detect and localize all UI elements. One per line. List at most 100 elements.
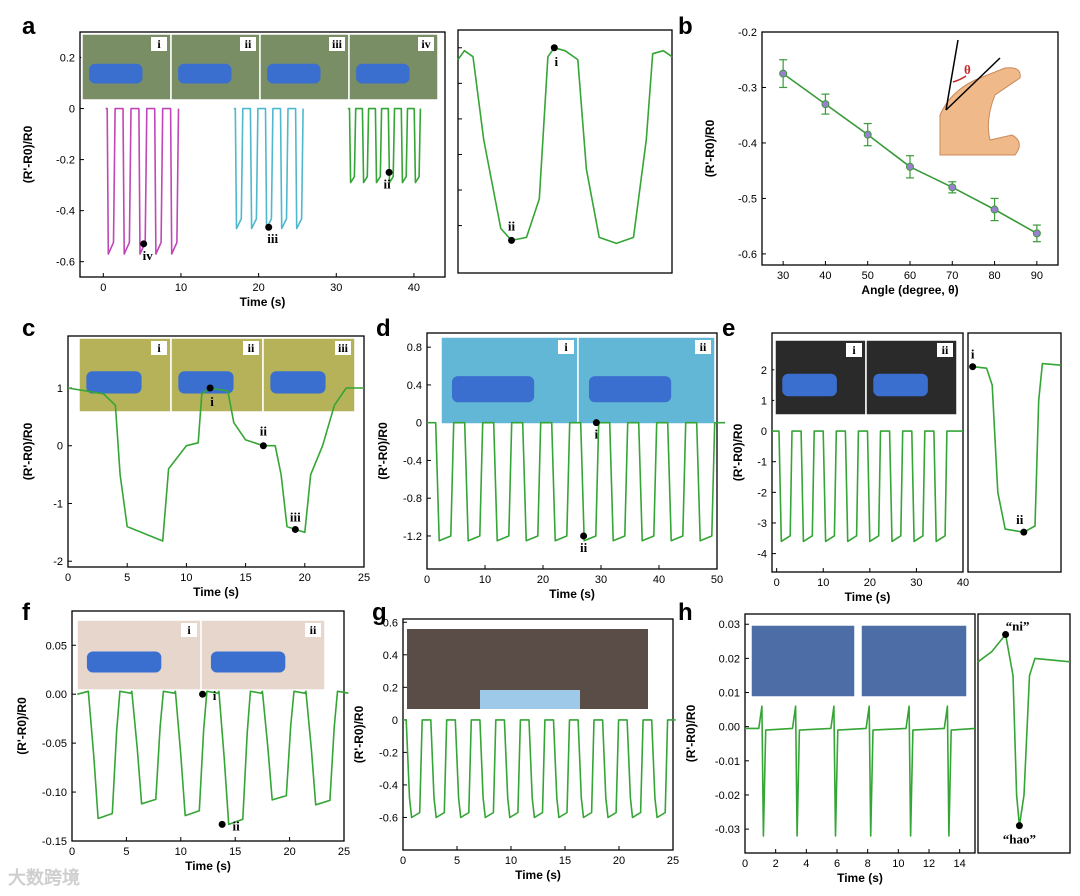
photo-subject-f-i (86, 651, 162, 673)
y-tick-label-f-4: -0.15 (42, 836, 67, 848)
panel-d: 0 10 20 30 40 50 0.8 0.4 0 -0.4 -0.8 -1.2 Time (s) (R… (376, 332, 726, 601)
x-axis-label-b: Angle (degree, θ) (861, 283, 958, 297)
marker-a-iii (265, 223, 273, 231)
axes-frame-h (744, 613, 976, 854)
y-axis-label-h: (R'-R0)/R0 (684, 704, 698, 762)
y-tick-label-h-2: 0.01 (719, 688, 740, 700)
y-tick-label-b-3: -0.5 (738, 193, 757, 205)
x-tick-label-b-5: 80 (988, 270, 1000, 282)
x-tick-label-f-1: 5 (123, 846, 129, 858)
x-tick-label-h-7: 14 (954, 858, 966, 870)
point-b-4 (948, 183, 957, 192)
y-tick-label-f-3: -0.10 (42, 787, 67, 799)
series-d (427, 421, 726, 542)
panel-letter-f: f (22, 599, 31, 626)
y-tick-label-g-1: 0.4 (383, 650, 398, 662)
photo-tag-box-c-iii (335, 341, 351, 355)
x-tick-label-g-3: 15 (559, 855, 571, 867)
annotation-e2-ii: ii (1016, 512, 1024, 527)
marker-c-iii (291, 525, 299, 533)
y-tick-label-c-1: 0 (57, 441, 63, 453)
series-h (745, 705, 976, 837)
series-c (67, 387, 364, 542)
y-tick-label-a-3: -0.4 (56, 206, 75, 218)
marker-a2-i (550, 44, 558, 52)
photo-tag-box-d-ii (695, 340, 711, 354)
series-e2 (972, 362, 1062, 533)
photo-tag-a-iv: iv (421, 37, 430, 51)
photo-tag-e-i: i (852, 343, 856, 357)
y-tick-label-g-0: 0.6 (383, 617, 398, 629)
x-tick-label-e-2: 20 (864, 577, 876, 589)
photo-subject-c-ii (178, 371, 234, 394)
panel-letter-c: c (22, 315, 35, 342)
photo-tag-box-d-i (558, 340, 574, 354)
annotation-f-i: i (213, 688, 217, 703)
x-axis-label-g: Time (s) (515, 868, 561, 882)
annotation-c-i: i (210, 394, 214, 409)
axes-frame-h2 (977, 613, 1071, 854)
y-tick-label-e-1: 1 (761, 395, 767, 407)
y-tick-label-h-5: -0.02 (715, 790, 740, 802)
panel-f: 0 5 10 15 20 25 0.05 0.00 -0.05 -0.10 -0.15 Time (s… (15, 610, 350, 873)
x-tick-label-d-4: 40 (653, 574, 665, 586)
panel-letter-h: h (678, 599, 693, 626)
x-tick-label-g-2: 10 (505, 855, 517, 867)
photo-tag-e-ii: ii (942, 343, 949, 357)
y-tick-label-g-2: 0.2 (383, 682, 398, 694)
x-tick-label-c-2: 10 (180, 572, 192, 584)
y-tick-label-e-6: -4 (757, 549, 767, 561)
series-h2 (977, 633, 1071, 827)
panel-g: 0 5 10 15 20 25 0.6 0.4 0.2 0 -0.2 -0.4 -0.6 Time (s)… (352, 617, 679, 882)
finger-inset (939, 67, 1021, 156)
y-tick-label-e-3: -1 (757, 457, 767, 469)
photo-tag-box-a-iii (329, 37, 345, 51)
photo-tag-a-ii: ii (245, 37, 252, 51)
x-tick-label-b-2: 50 (862, 270, 874, 282)
point-b-5 (990, 205, 999, 214)
marker-h2-“ni” (1002, 630, 1010, 638)
photo-tag-box-e-ii (937, 343, 953, 357)
photo-tag-f-i: i (187, 623, 191, 637)
x-tick-label-b-0: 30 (777, 270, 789, 282)
x-tick-label-b-3: 60 (904, 270, 916, 282)
x-tick-label-c-4: 20 (299, 572, 311, 584)
annotation-a2-i: i (554, 54, 558, 69)
x-tick-label-b-4: 70 (946, 270, 958, 282)
point-b-2 (863, 130, 872, 139)
y-tick-label-g-3: 0 (392, 715, 398, 727)
photo-tag-c-ii: ii (248, 341, 255, 355)
y-axis-label-g: (R'-R0)/R0 (352, 705, 366, 763)
x-tick-label-b-6: 90 (1031, 270, 1043, 282)
x-tick-label-c-0: 0 (65, 572, 71, 584)
point-b-1 (821, 100, 830, 109)
photo-subject-a-iv (356, 63, 410, 84)
photo-tag-box-f-ii (305, 623, 321, 637)
y-tick-label-b-0: -0.2 (738, 27, 757, 39)
panel-letter-g: g (372, 599, 387, 626)
x-tick-label-c-3: 15 (239, 572, 251, 584)
y-tick-label-g-6: -0.6 (379, 812, 398, 824)
panel-a2: iii (457, 29, 673, 274)
y-tick-label-h-4: -0.01 (715, 756, 740, 768)
axes-frame-e2 (967, 332, 1062, 573)
y-tick-label-c-2: -1 (53, 498, 63, 510)
x-tick-label-f-2: 10 (175, 846, 187, 858)
y-tick-label-e-2: 0 (761, 426, 767, 438)
y-tick-label-d-2: 0 (416, 418, 422, 430)
x-tick-label-b-1: 40 (819, 270, 831, 282)
y-tick-label-a-0: 0.2 (60, 53, 75, 65)
photo-tag-box-a-i (151, 37, 167, 51)
photo-subject-a-iii (267, 63, 321, 84)
marker-d-ii (580, 532, 588, 540)
y-tick-label-a-2: -0.2 (56, 155, 75, 167)
axes-frame-d (426, 332, 718, 570)
series-e (772, 430, 963, 543)
x-tick-label-a-3: 30 (330, 282, 342, 294)
x-axis-label-e: Time (s) (845, 590, 891, 604)
panel-letter-a: a (22, 13, 36, 40)
y-tick-label-d-3: -0.4 (403, 455, 422, 467)
y-tick-label-d-0: 0.8 (407, 342, 422, 354)
